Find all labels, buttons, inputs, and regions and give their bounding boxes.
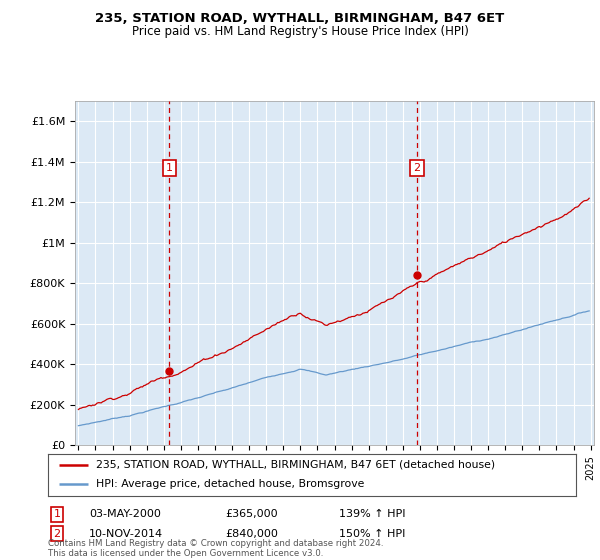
Text: 235, STATION ROAD, WYTHALL, BIRMINGHAM, B47 6ET: 235, STATION ROAD, WYTHALL, BIRMINGHAM, …	[95, 12, 505, 25]
Text: 1: 1	[166, 162, 173, 172]
Text: HPI: Average price, detached house, Bromsgrove: HPI: Average price, detached house, Brom…	[95, 479, 364, 489]
Text: £365,000: £365,000	[225, 509, 278, 519]
Text: 150% ↑ HPI: 150% ↑ HPI	[339, 529, 406, 539]
Text: Contains HM Land Registry data © Crown copyright and database right 2024.
This d: Contains HM Land Registry data © Crown c…	[48, 539, 383, 558]
Text: 10-NOV-2014: 10-NOV-2014	[89, 529, 163, 539]
Text: Price paid vs. HM Land Registry's House Price Index (HPI): Price paid vs. HM Land Registry's House …	[131, 25, 469, 38]
Text: 139% ↑ HPI: 139% ↑ HPI	[339, 509, 406, 519]
Text: 2: 2	[53, 529, 61, 539]
Text: £840,000: £840,000	[225, 529, 278, 539]
Text: 03-MAY-2000: 03-MAY-2000	[89, 509, 161, 519]
Text: 235, STATION ROAD, WYTHALL, BIRMINGHAM, B47 6ET (detached house): 235, STATION ROAD, WYTHALL, BIRMINGHAM, …	[95, 460, 494, 470]
Text: 1: 1	[53, 509, 61, 519]
Text: 2: 2	[413, 162, 421, 172]
